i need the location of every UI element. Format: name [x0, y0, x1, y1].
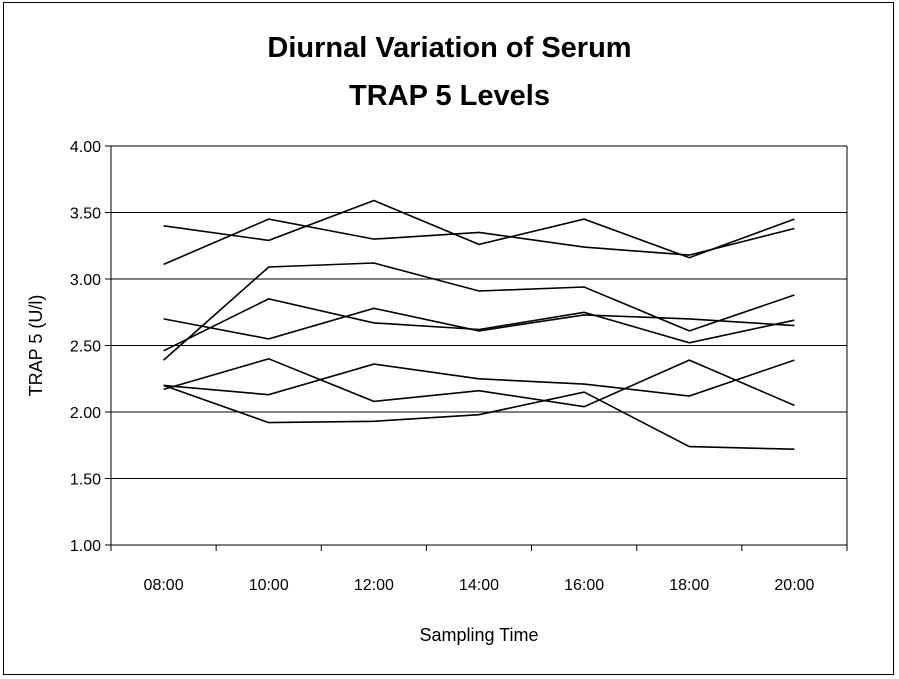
gridlines [111, 145, 847, 479]
series-line-2 [163, 218, 795, 266]
series-line-5 [163, 298, 795, 352]
y-tick-label: 1.00 [70, 538, 101, 555]
chart-title-line-2: TRAP 5 Levels [349, 80, 550, 112]
chart-title-line-1: Diurnal Variation of Serum [267, 32, 632, 64]
x-tick-label: 18:00 [669, 577, 709, 594]
x-tick-label: 16:00 [564, 577, 604, 594]
y-tick-label: 3.00 [70, 272, 101, 289]
x-tick-label: 20:00 [774, 577, 814, 594]
chart-frame [3, 2, 894, 675]
x-tick-label: 12:00 [354, 577, 394, 594]
y-tick-label: 2.50 [70, 339, 101, 356]
y-axis-label: TRAP 5 (U/l) [26, 295, 46, 397]
x-tick-label: 14:00 [459, 577, 499, 594]
y-tick-label: 3.50 [70, 206, 101, 223]
y-tick-labels: 1.00 1.50 2.00 2.50 3.00 3.50 4.00 [70, 139, 101, 555]
x-tick-labels: 08:00 10:00 12:00 14:00 16:00 18:00 20:00 [144, 577, 815, 594]
series-line-6 [163, 359, 795, 397]
data-series [163, 199, 795, 450]
y-tick-label: 4.00 [70, 139, 101, 156]
y-tick-label: 1.50 [70, 472, 101, 489]
series-line-7 [163, 357, 795, 408]
x-axis-label: Sampling Time [419, 625, 538, 645]
series-line-8 [163, 384, 795, 450]
series-line-1 [163, 199, 795, 259]
y-tick-label: 2.00 [70, 405, 101, 422]
x-tick-label: 10:00 [249, 577, 289, 594]
series-line-3 [163, 262, 795, 361]
series-line-4 [163, 307, 795, 340]
axes [105, 145, 848, 551]
x-tick-label: 08:00 [144, 577, 184, 594]
